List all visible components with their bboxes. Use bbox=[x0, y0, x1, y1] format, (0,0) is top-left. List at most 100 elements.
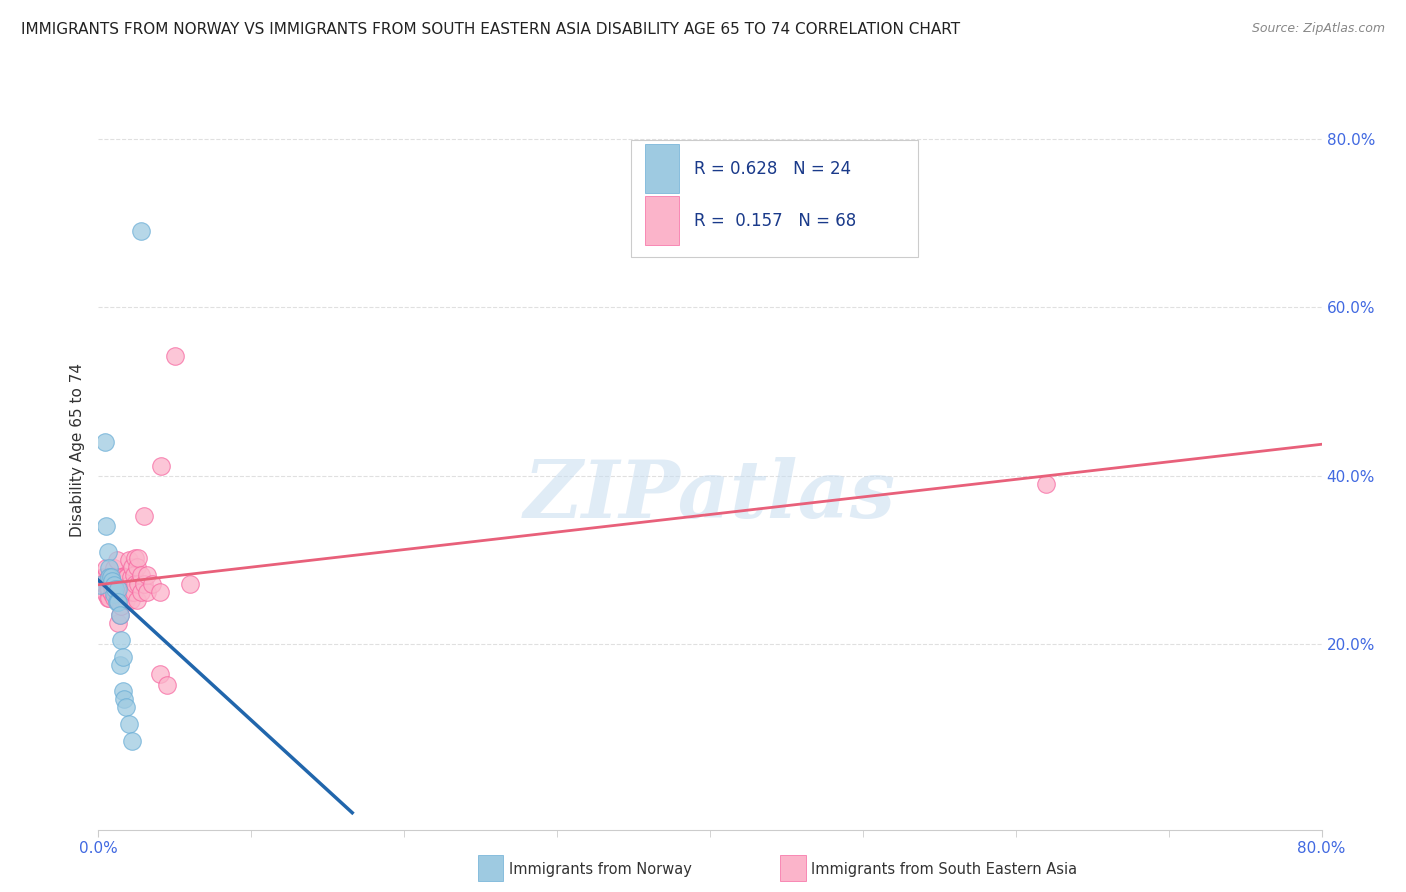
Point bbox=[121, 734, 143, 748]
Point bbox=[94, 561, 117, 575]
Point bbox=[136, 568, 159, 582]
Text: ZIPatlas: ZIPatlas bbox=[524, 458, 896, 534]
Point bbox=[127, 576, 149, 591]
Point bbox=[103, 591, 125, 605]
Point bbox=[104, 572, 127, 586]
Point bbox=[108, 607, 131, 622]
Point bbox=[98, 591, 121, 605]
Point bbox=[179, 576, 201, 591]
Point bbox=[124, 576, 146, 591]
Point bbox=[115, 593, 138, 607]
Point bbox=[122, 568, 145, 582]
Y-axis label: Disability Age 65 to 74: Disability Age 65 to 74 bbox=[69, 363, 84, 538]
Point bbox=[104, 582, 127, 597]
Text: Source: ZipAtlas.com: Source: ZipAtlas.com bbox=[1251, 22, 1385, 36]
Point bbox=[136, 585, 159, 599]
Point bbox=[129, 585, 152, 599]
Point bbox=[112, 585, 135, 599]
Point bbox=[98, 582, 121, 597]
Point bbox=[105, 595, 128, 609]
Point bbox=[91, 570, 114, 584]
Point bbox=[121, 585, 143, 599]
Point bbox=[118, 717, 141, 731]
Point bbox=[120, 593, 142, 607]
Text: R =  0.157   N = 68: R = 0.157 N = 68 bbox=[695, 211, 856, 230]
Point bbox=[111, 593, 134, 607]
Point bbox=[111, 649, 134, 664]
Point bbox=[149, 585, 172, 599]
Point bbox=[110, 633, 132, 648]
Point bbox=[97, 591, 120, 605]
Point bbox=[97, 582, 120, 597]
Point bbox=[117, 570, 139, 584]
Point bbox=[101, 587, 124, 601]
Point bbox=[121, 559, 143, 574]
Point bbox=[90, 574, 112, 588]
Point bbox=[111, 570, 134, 584]
Point bbox=[125, 593, 148, 607]
Point bbox=[134, 576, 156, 591]
Point bbox=[117, 585, 139, 599]
Point bbox=[150, 458, 173, 473]
FancyBboxPatch shape bbox=[630, 139, 918, 257]
FancyBboxPatch shape bbox=[645, 145, 679, 194]
Point bbox=[110, 576, 132, 591]
Point bbox=[98, 570, 121, 584]
Point bbox=[94, 574, 117, 588]
Point bbox=[103, 578, 125, 592]
Point bbox=[129, 224, 152, 238]
Point bbox=[125, 559, 148, 574]
Point bbox=[93, 570, 115, 584]
Point bbox=[141, 576, 163, 591]
FancyBboxPatch shape bbox=[645, 195, 679, 245]
Point bbox=[101, 574, 124, 588]
Point bbox=[105, 553, 128, 567]
Point bbox=[100, 570, 122, 584]
Text: Immigrants from Norway: Immigrants from Norway bbox=[509, 863, 692, 877]
Point bbox=[103, 561, 125, 575]
Point bbox=[100, 578, 122, 592]
Point bbox=[163, 349, 186, 363]
Point bbox=[110, 599, 132, 614]
Point bbox=[97, 574, 120, 588]
Point bbox=[108, 585, 131, 599]
Point bbox=[108, 607, 131, 622]
Text: Immigrants from South Eastern Asia: Immigrants from South Eastern Asia bbox=[811, 863, 1077, 877]
Point bbox=[98, 561, 121, 575]
Point bbox=[1035, 477, 1057, 491]
Point bbox=[127, 551, 149, 566]
Point bbox=[94, 519, 117, 533]
Point bbox=[108, 658, 131, 673]
Point bbox=[97, 544, 120, 558]
Point bbox=[120, 570, 142, 584]
Point bbox=[107, 616, 129, 631]
Point bbox=[112, 576, 135, 591]
Point bbox=[115, 570, 138, 584]
Text: R = 0.628   N = 24: R = 0.628 N = 24 bbox=[695, 160, 851, 178]
Point bbox=[115, 700, 138, 714]
Point bbox=[112, 692, 135, 706]
Point bbox=[94, 587, 117, 601]
Point bbox=[118, 578, 141, 592]
Point bbox=[107, 576, 129, 591]
Point bbox=[134, 509, 156, 524]
Point bbox=[111, 683, 134, 698]
Point bbox=[89, 578, 111, 592]
Point bbox=[122, 585, 145, 599]
Point bbox=[98, 570, 121, 584]
Point bbox=[93, 578, 115, 592]
Point bbox=[124, 551, 146, 566]
Point bbox=[108, 570, 131, 584]
Point bbox=[105, 578, 128, 592]
Point bbox=[93, 435, 115, 450]
Point bbox=[156, 678, 179, 692]
Point bbox=[103, 578, 125, 592]
Point bbox=[107, 582, 129, 597]
Point bbox=[101, 570, 124, 584]
Point bbox=[118, 553, 141, 567]
Point bbox=[103, 587, 125, 601]
Point bbox=[105, 593, 128, 607]
Point bbox=[129, 568, 152, 582]
Text: IMMIGRANTS FROM NORWAY VS IMMIGRANTS FROM SOUTH EASTERN ASIA DISABILITY AGE 65 T: IMMIGRANTS FROM NORWAY VS IMMIGRANTS FRO… bbox=[21, 22, 960, 37]
Point bbox=[104, 585, 127, 599]
